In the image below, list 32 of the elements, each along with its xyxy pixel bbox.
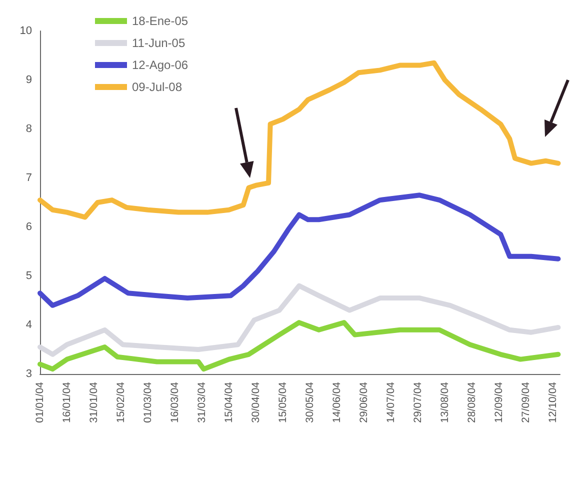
y-tick-label: 10 (20, 25, 32, 37)
x-tick-label: 14/07/04 (384, 382, 397, 423)
x-tick-label: 29/07/04 (412, 382, 424, 423)
y-tick-label: 5 (26, 270, 32, 282)
x-tick-label: 30/05/04 (304, 382, 316, 423)
x-tick-label: 12/10/04 (546, 382, 559, 423)
y-tick-label: 8 (26, 123, 32, 135)
x-tick-label: 14/06/04 (330, 382, 343, 423)
x-tick-label: 31/03/04 (196, 382, 208, 423)
x-tick-label: 01/01/04 (34, 382, 46, 423)
legend-label: 12-Ago-06 (132, 58, 188, 72)
x-tick-label: 12/09/04 (492, 382, 505, 423)
x-tick-label: 16/01/04 (60, 382, 73, 423)
y-tick-label: 9 (26, 74, 32, 86)
x-tick-label: 15/04/04 (222, 382, 235, 423)
y-tick-label: 4 (26, 319, 32, 331)
x-tick-label: 15/05/04 (276, 382, 289, 423)
x-tick-label: 28/08/04 (466, 382, 478, 423)
legend-label: 09-Jul-08 (132, 80, 182, 94)
x-tick-label: 13/08/04 (438, 382, 451, 423)
x-tick-label: 15/02/04 (114, 382, 127, 423)
legend-label: 11-Jun-05 (132, 36, 186, 50)
x-tick-label: 16/03/04 (168, 382, 181, 423)
legend-label: 18-Ene-05 (132, 14, 188, 28)
x-tick-label: 29/06/04 (358, 382, 370, 423)
x-tick-label: 30/04/04 (250, 382, 262, 423)
y-tick-label: 3 (26, 368, 32, 380)
y-tick-label: 6 (26, 221, 32, 233)
x-tick-label: 27/09/04 (520, 382, 532, 423)
x-tick-label: 01/03/04 (142, 382, 154, 423)
x-tick-label: 31/01/04 (88, 382, 100, 423)
y-tick-label: 7 (26, 172, 32, 184)
